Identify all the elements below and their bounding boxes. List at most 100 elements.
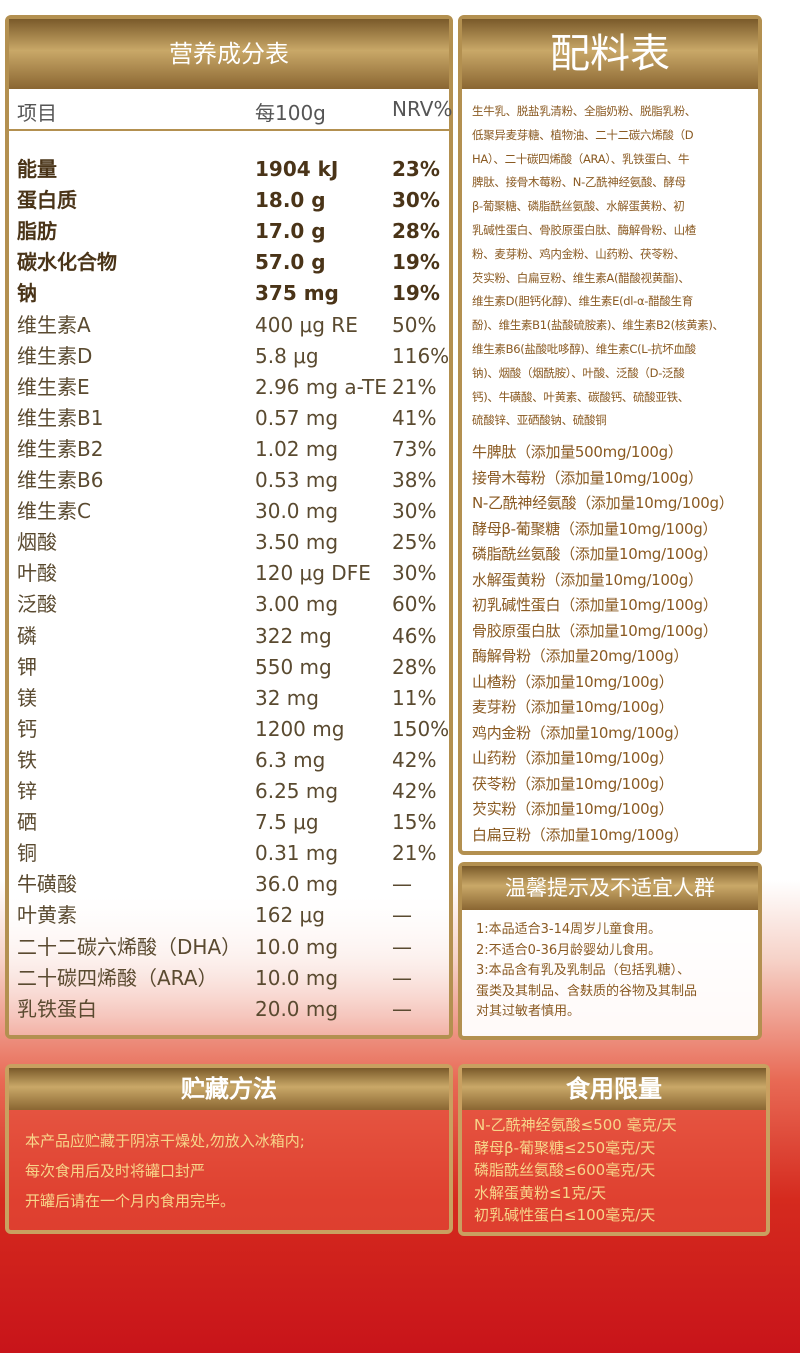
ingredient-line: 粉、麦芽粉、鸡内金粉、山药粉、茯苓粉、: [472, 246, 685, 261]
separator: [9, 129, 449, 131]
cell: 116%: [392, 343, 450, 368]
cell: 17.0 g: [255, 219, 326, 244]
ingredient-line: 生牛乳、脱盐乳清粉、全脂奶粉、脱脂乳粉、: [472, 104, 696, 118]
cell: 维生素E: [17, 374, 90, 399]
cell: 32 mg: [255, 685, 319, 710]
additive-line: 茯苓粉（添加量10mg/100g）: [472, 774, 674, 793]
tip-line: 对其过敏者慎用。: [476, 1004, 581, 1019]
panel-title: 营养成分表: [9, 19, 449, 89]
cell: 锌: [17, 779, 37, 803]
limit-line: 初乳碱性蛋白≤100毫克/天: [474, 1206, 656, 1224]
cell: 6.25 mg: [255, 779, 339, 803]
cell: 镁: [17, 685, 37, 710]
additive-line: 鸡内金粉（添加量10mg/100g）: [472, 723, 689, 742]
cell: 23%: [392, 157, 440, 181]
cell: 5.8 μg: [255, 343, 319, 368]
cell: 维生素D: [17, 343, 93, 368]
cell: 11%: [392, 685, 437, 710]
cell: —: [392, 872, 412, 897]
cell: 3.50 mg: [255, 530, 339, 555]
ingredients-panel: 配料表 生牛乳、脱盐乳清粉、全脂奶粉、脱脂乳粉、 低聚异麦芽糖、植物油、二十二碳六…: [458, 15, 762, 855]
tip-line: 2:不适合0-36月龄婴幼儿食用。: [476, 942, 662, 958]
cell: 7.5 μg: [255, 810, 319, 835]
cell: 57.0 g: [255, 250, 326, 275]
storage-line: 开罐后请在一个月内食用完毕。: [25, 1192, 236, 1210]
limit-line: 磷脂酰丝氨酸≤600毫克/天: [474, 1161, 656, 1179]
tip-line: 3:本品含有乳及乳制品（包括乳糖）、: [476, 963, 691, 978]
cell: 73%: [392, 436, 437, 461]
storage-panel: 贮藏方法 本产品应贮藏于阴凉干燥处,勿放入冰箱内; 每次食用后及时将罐口封严开罐后…: [5, 1064, 453, 1234]
cell: 1904 kJ: [255, 157, 339, 181]
additive-line: 水解蛋黄粉（添加量10mg/100g）: [472, 570, 703, 589]
cell: 10.0 mg: [255, 965, 339, 990]
cell: 20.0 mg: [255, 996, 339, 1021]
cell: 550 mg: [255, 654, 332, 679]
ingredient-line: HA）、二十碳四烯酸（ARA）、乳铁蛋白、牛: [472, 151, 690, 166]
cell: 150%: [392, 716, 450, 741]
cell: 21%: [392, 841, 437, 866]
additive-line: 接骨木莓粉（添加量10mg/100g）: [472, 468, 703, 487]
cell: —: [392, 934, 412, 959]
cell: —: [392, 996, 412, 1021]
cell: 1200 mg: [255, 716, 345, 741]
storage-line: 每次食用后及时将罐口封严: [25, 1162, 206, 1180]
cell: 30%: [392, 188, 440, 213]
cell: 铜: [17, 841, 37, 866]
additive-line: 山药粉（添加量10mg/100g）: [472, 749, 674, 767]
panel-title: 贮藏方法: [9, 1068, 449, 1110]
panel-title: 食用限量: [462, 1068, 766, 1110]
cell: 叶酸: [17, 561, 57, 586]
cell: 钠: [17, 281, 37, 306]
cell: 烟酸: [17, 530, 57, 555]
cell: 21%: [392, 374, 437, 399]
cell: 46%: [392, 623, 437, 648]
additive-line: 磷脂酰丝氨酸（添加量10mg/100g）: [472, 545, 718, 563]
ingredient-line: 钙)、牛磺酸、叶黄素、碳酸钙、硫酸亚铁、: [472, 389, 689, 404]
additive-line: 骨胶原蛋白肽（添加量10mg/100g）: [472, 621, 718, 640]
ingredient-line: 低聚异麦芽糖、植物油、二十二碳六烯酸（D: [472, 127, 694, 142]
cell: 0.53 mg: [255, 468, 339, 492]
cell: 乳铁蛋白: [17, 996, 97, 1021]
ingredient-line: 芡实粉、白扁豆粉、维生素A(醋酸视黄酯)、: [472, 270, 690, 285]
cell: 二十碳四烯酸（ARA）: [17, 965, 218, 990]
ingredient-line: 硫酸锌、亚硒酸钠、硫酸铜: [472, 413, 607, 428]
cell: —: [392, 965, 412, 990]
cell: 162 μg: [255, 903, 325, 928]
additive-line: 芡实粉（添加量10mg/100g）: [472, 800, 674, 818]
ingredient-line: 维生素B6(盐酸吡哆醇)、维生素C(L-抗坏血酸: [472, 342, 696, 356]
cell: 6.3 mg: [255, 747, 326, 772]
ingredient-line: 乳碱性蛋白、骨胶原蛋白肽、酶解骨粉、山楂: [472, 223, 696, 237]
cell: 42%: [392, 747, 437, 772]
cell: 叶黄素: [17, 903, 77, 928]
cell: 铁: [17, 747, 37, 772]
cell: 19%: [392, 250, 440, 275]
additive-line: 山楂粉（添加量10mg/100g）: [472, 672, 674, 691]
ingredients-list: 生牛乳、脱盐乳清粉、全脂奶粉、脱脂乳粉、 低聚异麦芽糖、植物油、二十二碳六烯酸（D…: [462, 89, 758, 851]
limit-line: N-乙酰神经氨酸≤500 毫克/天: [474, 1116, 677, 1134]
cell: 维生素A: [17, 312, 91, 337]
cell: 能量: [17, 157, 57, 181]
table-bg: [9, 89, 449, 1035]
cell: 硒: [17, 810, 37, 835]
cell: 50%: [392, 312, 437, 337]
storage-line: 本产品应贮藏于阴凉干燥处,勿放入冰箱内;: [25, 1132, 305, 1150]
cell: 375 mg: [255, 281, 339, 306]
additive-line: 酶解骨粉（添加量20mg/100g）: [472, 647, 689, 665]
cell: 钾: [17, 654, 37, 679]
cell: 60%: [392, 592, 437, 617]
cell: 泛酸: [17, 592, 57, 617]
additive-line: 牛脾肽（添加量500mg/100g）: [472, 443, 683, 461]
cell: 维生素B2: [17, 436, 104, 461]
tip-line: 蛋类及其制品、含麸质的谷物及其制品: [476, 983, 698, 999]
ingredient-line: 钠)、烟酸（烟酰胺）、叶酸、泛酸（D-泛酸: [472, 365, 685, 380]
cell: 18.0 g: [255, 188, 326, 213]
cell: 碳水化合物: [17, 250, 117, 275]
cell: 0.57 mg: [255, 405, 339, 430]
cell: 30.0 mg: [255, 499, 339, 524]
cell: 400 μg RE: [255, 312, 358, 337]
additive-line: 酵母β-葡聚糖（添加量10mg/100g）: [472, 519, 718, 538]
panel-title: 温馨提示及不适宜人群: [462, 866, 758, 910]
cell: 38%: [392, 468, 437, 492]
cell: 15%: [392, 810, 437, 835]
cell: 25%: [392, 530, 437, 555]
